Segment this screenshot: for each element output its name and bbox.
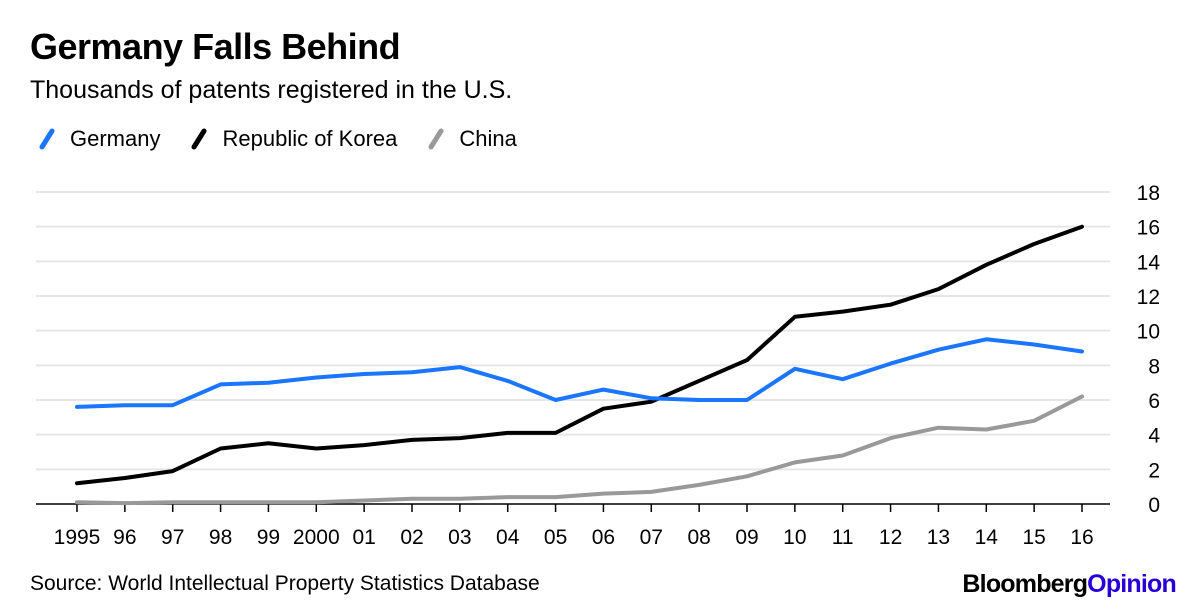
y-tick-label-8: 8 xyxy=(1148,355,1160,378)
x-tick-label: 15 xyxy=(1022,526,1045,549)
chart-title: Germany Falls Behind xyxy=(30,26,401,67)
x-tick-label: 06 xyxy=(592,526,615,549)
chart-subtitle: Thousands of patents registered in the U… xyxy=(30,76,513,104)
legend-item-germany: Germany xyxy=(36,126,160,152)
x-tick-label: 08 xyxy=(687,526,710,549)
series-line-china xyxy=(75,394,1084,506)
x-tick-label: 05 xyxy=(544,526,567,549)
y-tick-label-14: 14 xyxy=(1137,251,1161,274)
x-tick-label: 12 xyxy=(879,526,902,549)
legend-swatch-germany xyxy=(39,128,55,150)
x-tick-label: 98 xyxy=(209,526,232,549)
source-note: Source: World Intellectual Property Stat… xyxy=(30,572,540,595)
y-tick-label-18: 18 xyxy=(1137,182,1160,205)
legend-swatch-korea xyxy=(191,128,207,150)
brand-logo-part1: Bloomberg xyxy=(962,570,1088,598)
x-tick-label: 1995 xyxy=(54,526,101,549)
x-tick-label: 09 xyxy=(735,526,758,549)
x-tick-label: 97 xyxy=(161,526,184,549)
brand-logo: BloombergOpinion xyxy=(962,570,1176,599)
x-tick-label: 2000 xyxy=(293,526,340,549)
legend-item-korea: Republic of Korea xyxy=(188,126,397,152)
legend-label-china: China xyxy=(459,126,517,151)
y-tick-label-6: 6 xyxy=(1148,390,1160,413)
x-tick-label: 16 xyxy=(1070,526,1093,549)
x-tick-label: 10 xyxy=(783,526,806,549)
x-tick-label: 13 xyxy=(927,526,950,549)
legend-swatch-china xyxy=(428,128,444,150)
x-tick-label: 99 xyxy=(257,526,280,549)
y-tick-label-12: 12 xyxy=(1137,286,1160,309)
y-tick-label-0: 0 xyxy=(1148,494,1160,517)
y-tick-label-4: 4 xyxy=(1148,425,1160,448)
x-tick-label: 07 xyxy=(640,526,663,549)
x-tick-label: 04 xyxy=(496,526,520,549)
x-tick-label: 02 xyxy=(400,526,423,549)
brand-logo-part2: Opinion xyxy=(1087,570,1177,598)
x-tick-label: 96 xyxy=(113,526,136,549)
y-tick-label-2: 2 xyxy=(1148,459,1160,482)
legend-item-china: China xyxy=(425,126,517,152)
x-tick-label: 14 xyxy=(975,526,999,549)
legend-label-korea: Republic of Korea xyxy=(222,126,398,151)
series-line-korea xyxy=(75,224,1084,486)
x-tick-label: 01 xyxy=(352,526,375,549)
y-tick-label-16: 16 xyxy=(1137,217,1160,240)
series-line-germany xyxy=(75,337,1084,409)
x-tick-label: 03 xyxy=(448,526,471,549)
x-tick-label: 11 xyxy=(832,526,854,549)
legend-label-germany: Germany xyxy=(70,126,161,151)
legend: Germany Republic of Korea China xyxy=(36,124,545,154)
y-tick-label-10: 10 xyxy=(1137,321,1160,344)
